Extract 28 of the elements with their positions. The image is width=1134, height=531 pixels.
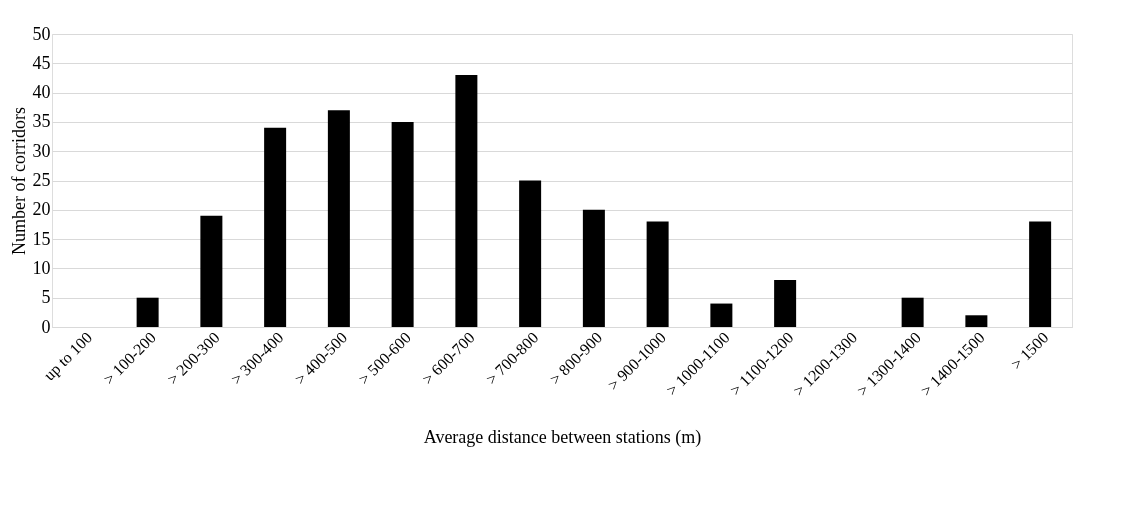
bar bbox=[200, 215, 223, 327]
y-tick-label: 45 bbox=[32, 52, 51, 73]
y-tick-label: 25 bbox=[32, 170, 51, 190]
bar bbox=[455, 75, 478, 327]
bar bbox=[136, 297, 159, 327]
bar bbox=[519, 180, 542, 327]
bar bbox=[710, 303, 733, 327]
x-axis-title: Average distance between stations (m) bbox=[423, 427, 702, 449]
x-tick-label: > 1500 bbox=[1007, 328, 1052, 373]
bar bbox=[582, 209, 605, 327]
bar bbox=[391, 121, 414, 327]
y-tick-label: 50 bbox=[32, 23, 51, 44]
bar bbox=[646, 221, 669, 327]
y-tick-label: 10 bbox=[32, 257, 51, 278]
y-tick-label: 30 bbox=[32, 140, 51, 161]
y-tick-label: 35 bbox=[32, 111, 51, 132]
y-tick-label: 5 bbox=[41, 287, 51, 308]
bar bbox=[965, 315, 988, 327]
y-tick-label: 20 bbox=[32, 199, 51, 220]
y-tick-label: 15 bbox=[32, 228, 51, 249]
bar bbox=[774, 280, 797, 327]
y-tick-label: 40 bbox=[32, 82, 51, 103]
bar bbox=[327, 110, 350, 327]
y-tick-label: 0 bbox=[41, 316, 51, 337]
bar bbox=[1029, 221, 1052, 327]
bar bbox=[264, 127, 287, 327]
bar bbox=[901, 297, 924, 327]
y-axis-title: Number of corridors bbox=[8, 107, 29, 255]
